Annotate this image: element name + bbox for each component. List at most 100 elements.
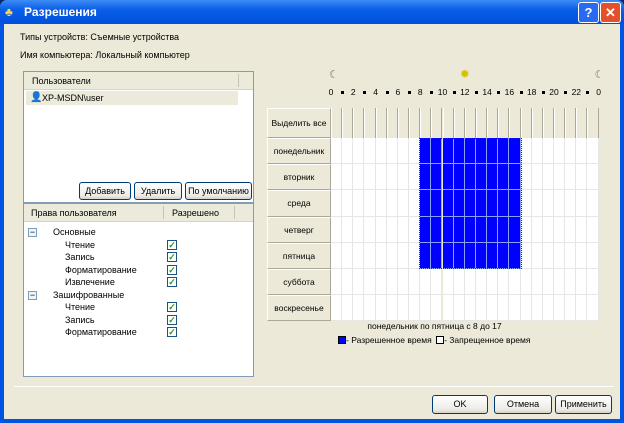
schedule-cell[interactable] — [353, 269, 365, 296]
schedule-cell[interactable] — [487, 190, 499, 217]
schedule-cell[interactable] — [342, 190, 354, 217]
schedule-cell[interactable] — [576, 216, 588, 243]
select-all-button[interactable]: Выделить все — [267, 108, 331, 138]
help-button[interactable]: ? — [578, 2, 599, 23]
schedule-cell[interactable] — [576, 164, 588, 191]
schedule-cell[interactable] — [531, 164, 543, 191]
schedule-cell[interactable] — [554, 242, 566, 269]
apply-button[interactable]: Применить — [555, 395, 612, 414]
allowed-checkbox[interactable]: ✓ — [167, 252, 177, 262]
schedule-cell[interactable] — [565, 190, 577, 217]
schedule-cell[interactable] — [375, 190, 387, 217]
schedule-cell[interactable] — [386, 269, 398, 296]
close-button[interactable]: ✕ — [600, 2, 621, 23]
schedule-cell[interactable] — [453, 138, 465, 165]
hour-column-button[interactable] — [409, 108, 421, 138]
schedule-cell[interactable] — [386, 295, 398, 322]
allowed-checkbox[interactable]: ✓ — [167, 264, 177, 275]
schedule-cell[interactable] — [331, 216, 343, 243]
schedule-cell[interactable] — [353, 138, 365, 165]
hour-column-button[interactable] — [509, 108, 521, 138]
schedule-cell[interactable] — [431, 164, 443, 191]
allowed-checkbox[interactable]: ✓ — [167, 327, 177, 337]
schedule-cell[interactable] — [464, 164, 476, 191]
hour-column-button[interactable] — [531, 108, 543, 138]
schedule-cell[interactable] — [498, 242, 510, 269]
schedule-cell[interactable] — [587, 164, 599, 191]
schedule-cell[interactable] — [342, 138, 354, 165]
schedule-cell[interactable] — [331, 190, 343, 217]
schedule-cell[interactable] — [364, 216, 376, 243]
schedule-cell[interactable] — [509, 295, 521, 322]
schedule-cell[interactable] — [342, 242, 354, 269]
schedule-cell[interactable] — [464, 242, 476, 269]
day-button[interactable]: среда — [267, 190, 331, 217]
schedule-cell[interactable] — [420, 295, 432, 322]
schedule-cell[interactable] — [554, 190, 566, 217]
users-list[interactable]: Пользователи 👤 XP-MSDN\user — [23, 71, 254, 203]
schedule-cell[interactable] — [397, 138, 410, 165]
schedule-cell[interactable] — [364, 242, 376, 269]
schedule-cell[interactable] — [453, 216, 465, 243]
schedule-cell[interactable] — [542, 164, 554, 191]
schedule-cell[interactable] — [531, 295, 543, 322]
schedule-cell[interactable] — [520, 295, 532, 322]
schedule-cell[interactable] — [498, 138, 510, 165]
hour-column-button[interactable] — [565, 108, 577, 138]
schedule-cell[interactable] — [331, 295, 343, 322]
schedule-cell[interactable] — [442, 242, 454, 269]
schedule-cell[interactable] — [531, 138, 543, 165]
add-button[interactable]: Добавить — [79, 182, 131, 200]
schedule-cell[interactable] — [520, 164, 532, 191]
schedule-cell[interactable] — [375, 269, 387, 296]
schedule-cell[interactable] — [520, 216, 532, 243]
schedule-cell[interactable] — [464, 138, 476, 165]
schedule-cell[interactable] — [498, 295, 510, 322]
schedule-cell[interactable] — [576, 190, 588, 217]
schedule-cell[interactable] — [554, 138, 566, 165]
schedule-cell[interactable] — [587, 295, 599, 322]
hour-column-button[interactable] — [576, 108, 588, 138]
schedule-cell[interactable] — [520, 190, 532, 217]
schedule-cell[interactable] — [331, 164, 343, 191]
schedule-cell[interactable] — [453, 242, 465, 269]
schedule-cell[interactable] — [375, 216, 387, 243]
schedule-cell[interactable] — [576, 242, 588, 269]
hour-column-button[interactable] — [342, 108, 354, 138]
schedule-cell[interactable] — [542, 295, 554, 322]
schedule-cell[interactable] — [364, 269, 376, 296]
schedule-cell[interactable] — [353, 242, 365, 269]
schedule-cell[interactable] — [420, 164, 432, 191]
collapse-icon[interactable]: − — [28, 289, 37, 300]
schedule-cell[interactable] — [386, 190, 398, 217]
collapse-icon[interactable]: − — [28, 227, 37, 237]
hour-column-button[interactable] — [453, 108, 465, 138]
schedule-cell[interactable] — [565, 269, 577, 296]
hour-column-button[interactable] — [386, 108, 398, 138]
schedule-cell[interactable] — [342, 164, 354, 191]
allowed-checkbox[interactable]: ✓ — [167, 277, 177, 287]
schedule-cell[interactable] — [587, 216, 599, 243]
hour-column-button[interactable] — [364, 108, 376, 138]
schedule-cell[interactable] — [409, 138, 421, 165]
schedule-cell[interactable] — [353, 190, 365, 217]
schedule-cell[interactable] — [487, 164, 499, 191]
schedule-cell[interactable] — [475, 216, 488, 243]
schedule-cell[interactable] — [509, 242, 521, 269]
schedule-cell[interactable] — [375, 295, 387, 322]
hour-column-button[interactable] — [520, 108, 532, 138]
schedule-cell[interactable] — [475, 269, 488, 296]
schedule-cell[interactable] — [531, 216, 543, 243]
hour-column-button[interactable] — [353, 108, 365, 138]
schedule-cell[interactable] — [554, 269, 566, 296]
schedule-cell[interactable] — [509, 269, 521, 296]
schedule-cell[interactable] — [431, 269, 443, 296]
schedule-cell[interactable] — [531, 190, 543, 217]
schedule-cell[interactable] — [397, 164, 410, 191]
schedule-cell[interactable] — [587, 269, 599, 296]
schedule-cell[interactable] — [542, 216, 554, 243]
hour-column-button[interactable] — [397, 108, 410, 138]
schedule-cell[interactable] — [409, 295, 421, 322]
schedule-cell[interactable] — [342, 295, 354, 322]
schedule-cell[interactable] — [565, 216, 577, 243]
